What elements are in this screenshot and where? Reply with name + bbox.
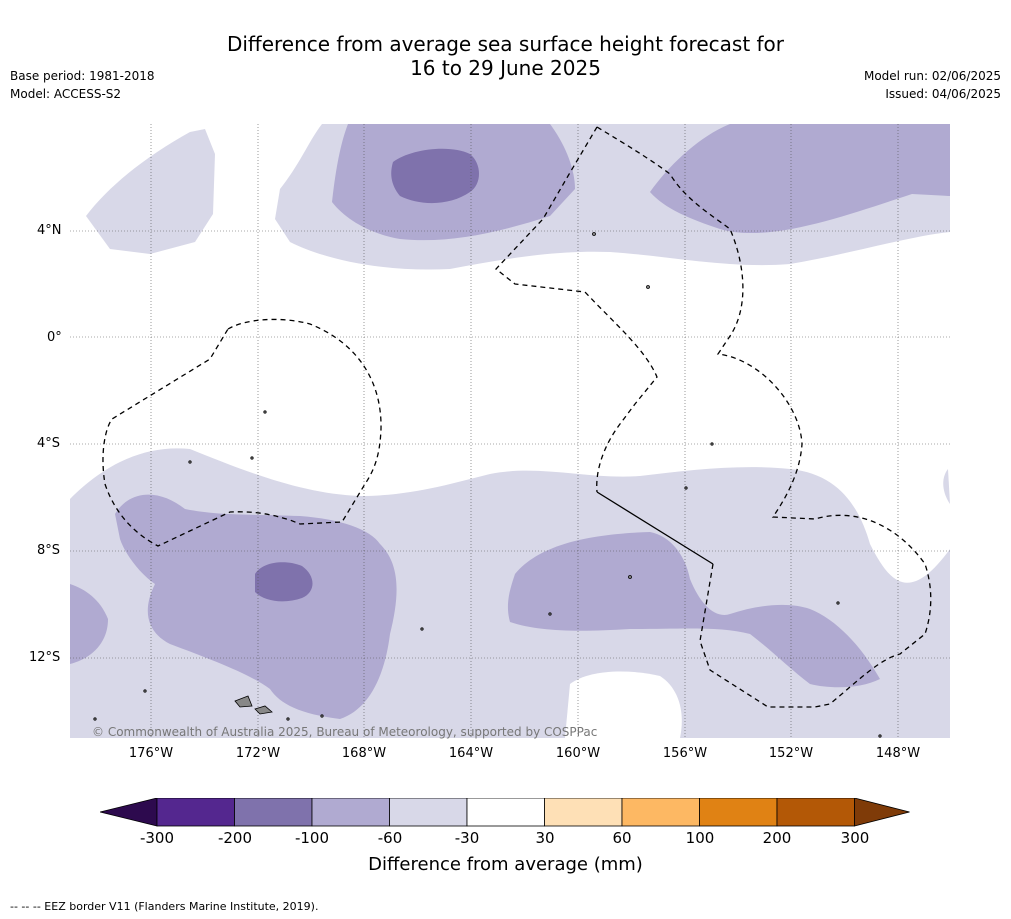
- colorbar-tick: -200: [217, 829, 253, 847]
- graticule: [70, 124, 950, 738]
- colorbar-cell: [466, 798, 545, 827]
- colorbar-cell: [621, 798, 700, 827]
- eez-legend-footer: -- -- -- EEZ border V11 (Flanders Marine…: [10, 900, 319, 913]
- eez-solid-border: [596, 491, 714, 565]
- lon-label-152w: 152°W: [768, 746, 814, 761]
- base-period: Base period: 1981-2018: [10, 69, 155, 83]
- colorbar-extend-high: [854, 798, 910, 827]
- eez-borders: [102, 126, 932, 708]
- model-name: Model: ACCESS-S2: [10, 87, 122, 101]
- sea-height-map: [70, 124, 950, 738]
- anomaly-dark-regions: [255, 148, 479, 602]
- lon-label-172w: 172°W: [235, 746, 281, 761]
- copyright-notice: © Commonwealth of Australia 2025, Bureau…: [92, 725, 598, 739]
- model-run: Model run: 02/06/2025: [863, 69, 1001, 83]
- colorbar-tick: 60: [612, 829, 632, 847]
- colorbar-tick: -300: [139, 829, 175, 847]
- colorbar-cell: [311, 798, 390, 827]
- colorbar-tick: -60: [377, 829, 403, 847]
- colorbar-label: Difference from average (mm): [368, 854, 643, 875]
- near-normal-regions: [565, 671, 682, 738]
- colorbar-tick: 30: [535, 829, 555, 847]
- lon-label-176w: 176°W: [128, 746, 174, 761]
- colorbar-cell: [234, 798, 313, 827]
- lon-label-160w: 160°W: [555, 746, 601, 761]
- colorbar-tick: 200: [762, 829, 792, 847]
- colorbar-cell: [776, 798, 855, 827]
- lon-label-156w: 156°W: [662, 746, 708, 761]
- lat-label-12s: 12°S: [29, 650, 61, 665]
- lon-label-148w: 148°W: [875, 746, 921, 761]
- colorbar-extend-low: [100, 798, 158, 827]
- lat-label-0: 0°: [47, 330, 62, 345]
- colorbar-cell: [544, 798, 623, 827]
- anomaly-medium-regions: [70, 124, 950, 719]
- lon-label-168w: 168°W: [341, 746, 387, 761]
- lat-label-8s: 8°S: [37, 543, 61, 558]
- colorbar-cell: [389, 798, 468, 827]
- chart-title-line2: 16 to 29 June 2025: [410, 56, 601, 80]
- issued-date: Issued: 04/06/2025: [885, 87, 1001, 101]
- map-svg: [70, 124, 950, 738]
- lat-label-4n: 4°N: [37, 223, 62, 238]
- islands: [93, 232, 882, 738]
- colorbar-tick: 100: [685, 829, 715, 847]
- lat-label-4s: 4°S: [37, 436, 61, 451]
- colorbar-tick: 300: [840, 829, 870, 847]
- colorbar-tick: -30: [454, 829, 480, 847]
- colorbar-cell: [699, 798, 778, 827]
- chart-title-line1: Difference from average sea surface heig…: [226, 32, 785, 56]
- lon-label-164w: 164°W: [448, 746, 494, 761]
- colorbar-cell: [156, 798, 235, 827]
- colorbar: [100, 798, 910, 827]
- colorbar-tick: -100: [294, 829, 330, 847]
